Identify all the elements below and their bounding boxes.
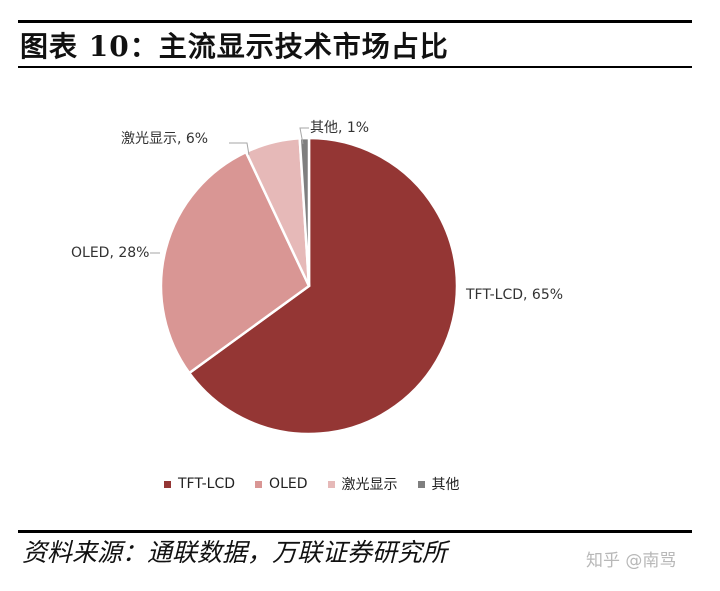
- pie-slice-oled: [159, 150, 311, 375]
- legend-item-laser-display: 激光显示: [327, 474, 398, 494]
- data-label-tft-lcd: TFT-LCD, 65%: [465, 287, 563, 303]
- legend-item-other: 其他: [417, 474, 460, 494]
- leader-line-other: [299, 127, 309, 145]
- legend-swatch-oled: [255, 480, 263, 488]
- pie-chart: TFT-LCD, 65% OLED, 28% 激光显示, 6% 其他, 1%: [71, 120, 563, 436]
- chart-area: TFT-LCD, 65% OLED, 28% 激光显示, 6% 其他, 1%: [0, 70, 720, 510]
- legend-item-oled: OLED: [255, 476, 308, 492]
- pie-slice-tft-lcd: [187, 136, 459, 436]
- data-label-oled: OLED, 28%: [71, 245, 149, 261]
- pie-slice-other: [298, 136, 311, 287]
- source-note: 资料来源：通联数据，万联证券研究所: [22, 538, 448, 567]
- legend-label-tft-lcd: TFT-LCD: [178, 476, 236, 492]
- leader-line-laser-display: [229, 142, 250, 156]
- legend-item-tft-lcd: TFT-LCD: [164, 476, 235, 492]
- top-rule: [18, 20, 692, 23]
- legend-swatch-other: [417, 480, 425, 488]
- watermark: 知乎 @南骂: [586, 551, 677, 571]
- legend-label-oled: OLED: [269, 476, 308, 492]
- bottom-rule: [18, 530, 692, 533]
- legend-swatch-tft-lcd: [164, 480, 171, 488]
- data-label-laser-display: 激光显示, 6%: [121, 130, 208, 147]
- legend-label-laser-display: 激光显示: [341, 477, 398, 493]
- data-label-other: 其他, 1%: [310, 120, 369, 136]
- legend-swatch-laser-display: [327, 480, 335, 488]
- page-title: 图表 10：主流显示技术市场占比: [20, 30, 449, 63]
- title-rule: [18, 66, 692, 68]
- legend: TFT-LCD OLED 激光显示 其他: [164, 474, 460, 494]
- legend-label-other: 其他: [431, 477, 460, 493]
